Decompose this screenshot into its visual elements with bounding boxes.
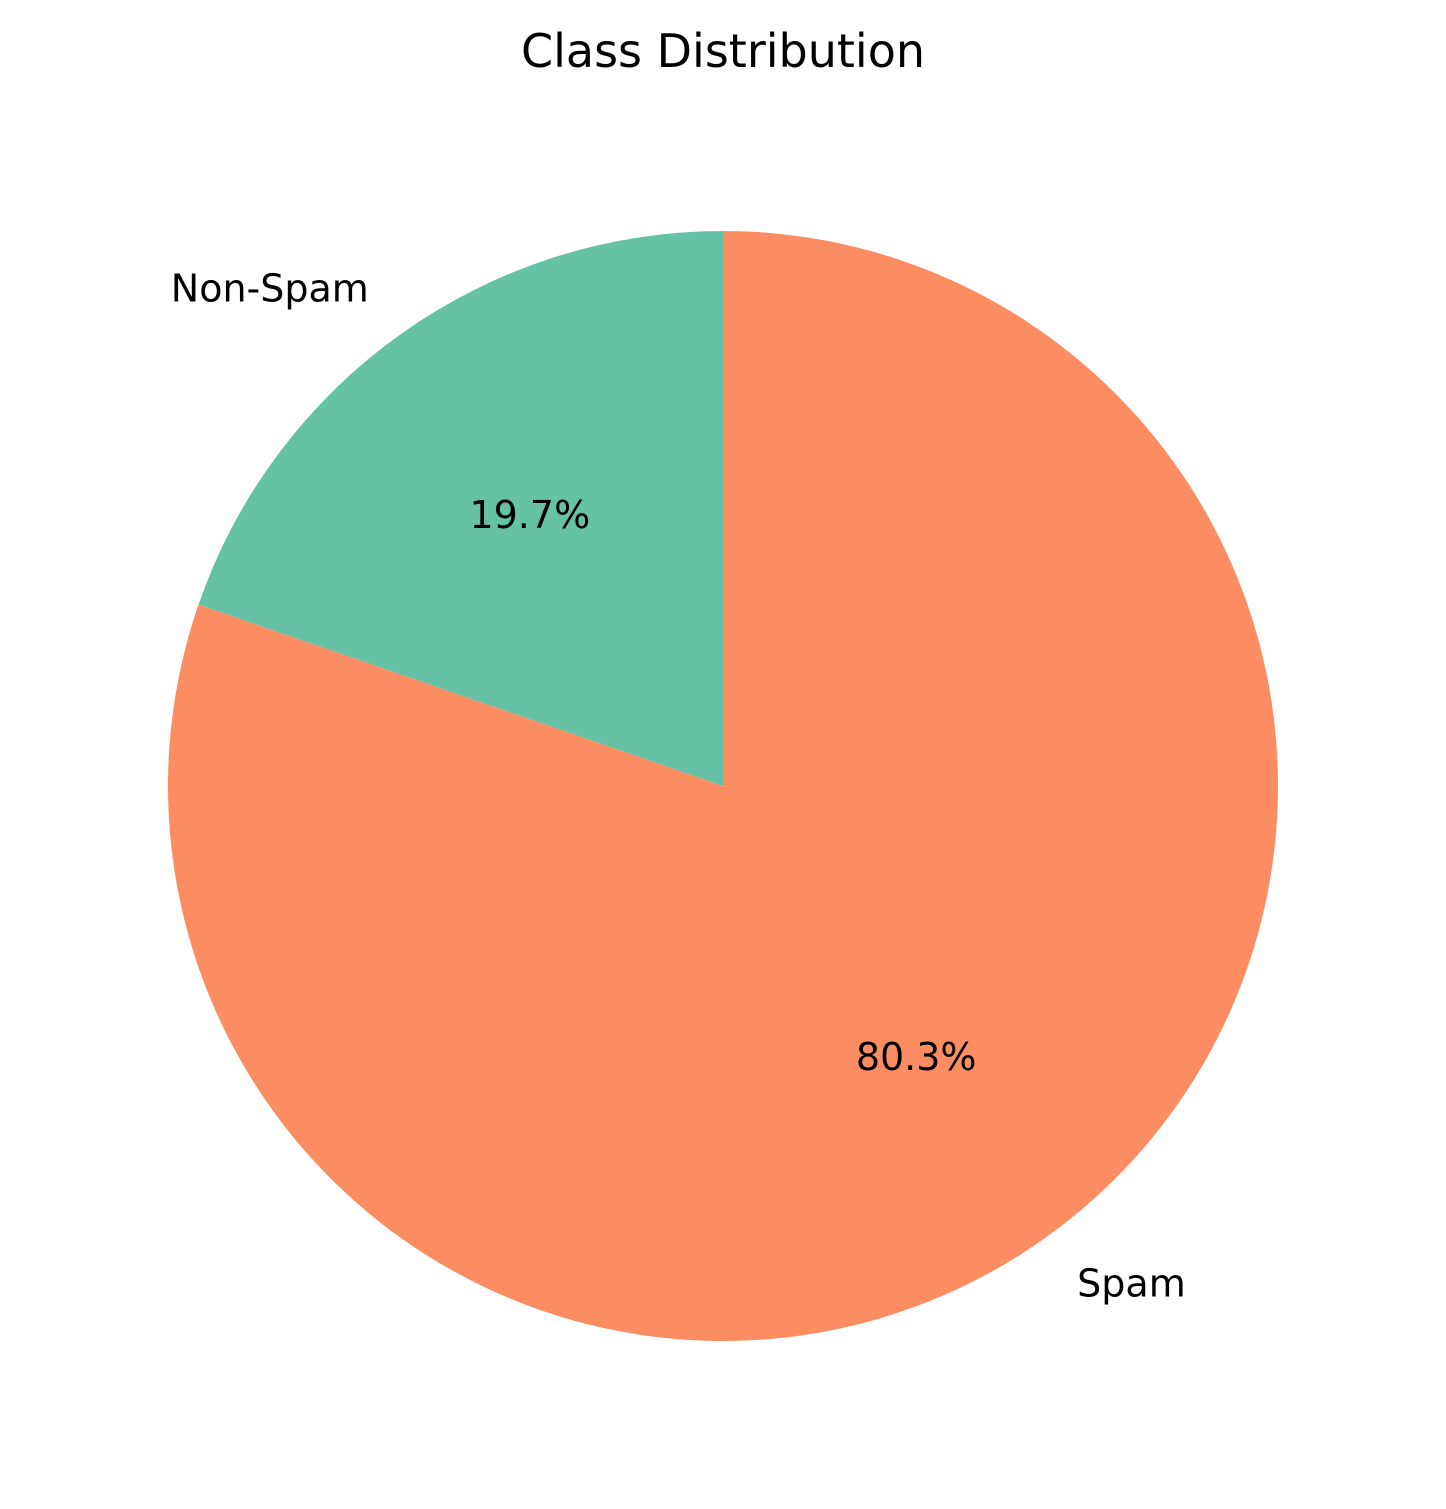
pct-label-spam: 80.3%: [856, 1035, 977, 1079]
pie-slice-spam: [168, 231, 1279, 1341]
slice-label-spam: Spam: [1077, 1261, 1186, 1305]
pct-label-non-spam: 19.7%: [469, 493, 590, 537]
pie-slice-non-spam: [198, 231, 723, 786]
chart-title: Class Distribution: [521, 24, 925, 78]
pie-labels: Non-Spam 19.7% Spam 80.3%: [171, 267, 1186, 1306]
pie-slices: [168, 231, 1279, 1341]
slice-label-non-spam: Non-Spam: [171, 267, 369, 311]
